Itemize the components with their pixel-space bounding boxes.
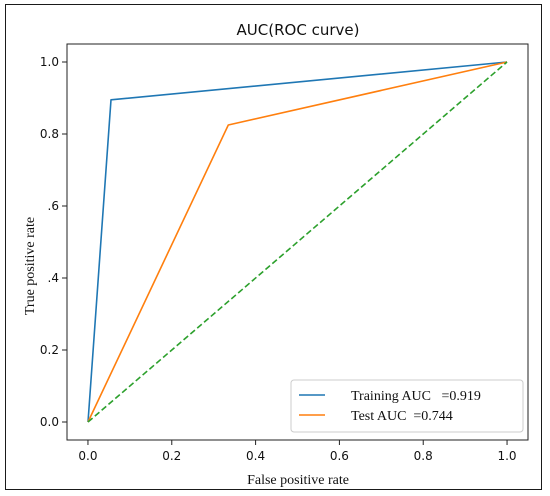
y-tick-label: 0.0 bbox=[40, 415, 59, 429]
legend: Training AUC =0.919 Test AUC =0.744 bbox=[290, 379, 524, 433]
chart-title: AUC(ROC curve) bbox=[237, 21, 360, 39]
series-line-0 bbox=[87, 61, 508, 423]
y-tick-label: .6 bbox=[48, 199, 59, 213]
series-line-2 bbox=[87, 61, 508, 423]
x-axis-label: False positive rate bbox=[247, 473, 349, 488]
legend-label: Training AUC =0.919 bbox=[351, 389, 481, 404]
y-tick-label: 0.8 bbox=[40, 127, 59, 141]
axes-frame bbox=[66, 43, 529, 441]
y-tick-label: .4 bbox=[48, 271, 59, 285]
x-tick-label: 0.8 bbox=[414, 449, 433, 463]
legend-label: Test AUC =0.744 bbox=[351, 409, 453, 424]
x-tick-label: 0.6 bbox=[330, 449, 349, 463]
series-line-1 bbox=[87, 61, 508, 423]
x-tick-label: 0.2 bbox=[162, 449, 181, 463]
x-tick-label: 1.0 bbox=[497, 449, 516, 463]
plot-area: 0.0 0.2 0.4 0.6 0.8 1.0 0.0 0.2 .4 .6 0.8 1.0 bbox=[40, 43, 529, 463]
x-tick-label: 0.0 bbox=[78, 449, 97, 463]
y-tick-label: 0.2 bbox=[40, 343, 59, 357]
x-tick-label: 0.4 bbox=[246, 449, 265, 463]
y-axis-label: True positive rate bbox=[23, 217, 38, 315]
y-tick-label: 1.0 bbox=[40, 55, 59, 69]
legend-box bbox=[290, 379, 524, 433]
